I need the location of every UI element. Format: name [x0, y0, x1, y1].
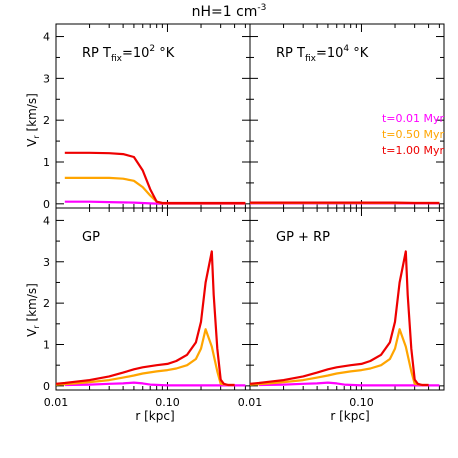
y-tick-label: 3 [43, 256, 50, 269]
x-tick-label: 0.10 [349, 396, 374, 409]
y-tick-label: 4 [43, 31, 50, 44]
x-tick-label: 0.10 [155, 396, 180, 409]
panels-layer: 0 1 2 3 4 RP Tfix=102 °K RP Tfix=104 °K 0 1 2 3 4 0.… [43, 23, 445, 409]
panel-label: GP [82, 230, 100, 245]
x-axis-label-right: r [kpc] [330, 409, 369, 423]
x-axis-label-left: r [kpc] [135, 409, 174, 423]
x-tick-label: 0.01 [44, 396, 69, 409]
series-line-t001 [258, 381, 440, 387]
panel-label: RP Tfix=102 °K [82, 44, 175, 64]
panel-frame [249, 207, 445, 391]
legend-entry-t050: t=0.50 Myr [382, 128, 445, 141]
series-line-t050 [249, 328, 429, 387]
chart-title: nH=1 cm-3 [192, 3, 267, 20]
y-axis-label-top: Vr [km/s] [25, 93, 41, 147]
panel-label: RP Tfix=104 °K [276, 44, 369, 64]
series-line-t100 [55, 250, 235, 387]
y-tick-label: 0 [43, 198, 50, 211]
y-tick-label: 4 [43, 214, 50, 227]
panel-gp-rp: 0.01 0.10 GP + RP [238, 207, 445, 409]
series-line-t100 [64, 151, 246, 205]
y-tick-label: 1 [43, 339, 50, 352]
y-tick-label: 3 [43, 72, 50, 85]
series-line-t100 [249, 250, 429, 387]
legend-entry-t001: t=0.01 Myr [382, 112, 445, 125]
panel-rp-tfix-1e4: RP Tfix=104 °K [249, 23, 445, 209]
y-tick-label: 1 [43, 156, 50, 169]
legend-entry-t100: t=1.00 Myr [382, 144, 445, 157]
panel-label: GP + RP [276, 230, 330, 245]
series-line-t001 [64, 381, 246, 387]
series-line-t050 [55, 328, 235, 387]
svg-text:Vr [km/s]: Vr [km/s] [25, 93, 41, 147]
y-tick-label: 0 [43, 380, 50, 393]
legend: t=0.01 Myr t=0.50 Myr t=1.00 Myr [382, 112, 445, 157]
svg-text:Vr [km/s]: Vr [km/s] [25, 283, 41, 337]
y-tick-label: 2 [43, 114, 50, 127]
y-axis-label-bottom: Vr [km/s] [25, 283, 41, 337]
panel-gp: 0 1 2 3 4 0.01 0.10 GP [43, 207, 251, 409]
panel-rp-tfix-1e2: 0 1 2 3 4 RP Tfix=102 °K [43, 23, 251, 211]
x-tick-label: 0.01 [238, 396, 263, 409]
y-tick-label: 2 [43, 297, 50, 310]
